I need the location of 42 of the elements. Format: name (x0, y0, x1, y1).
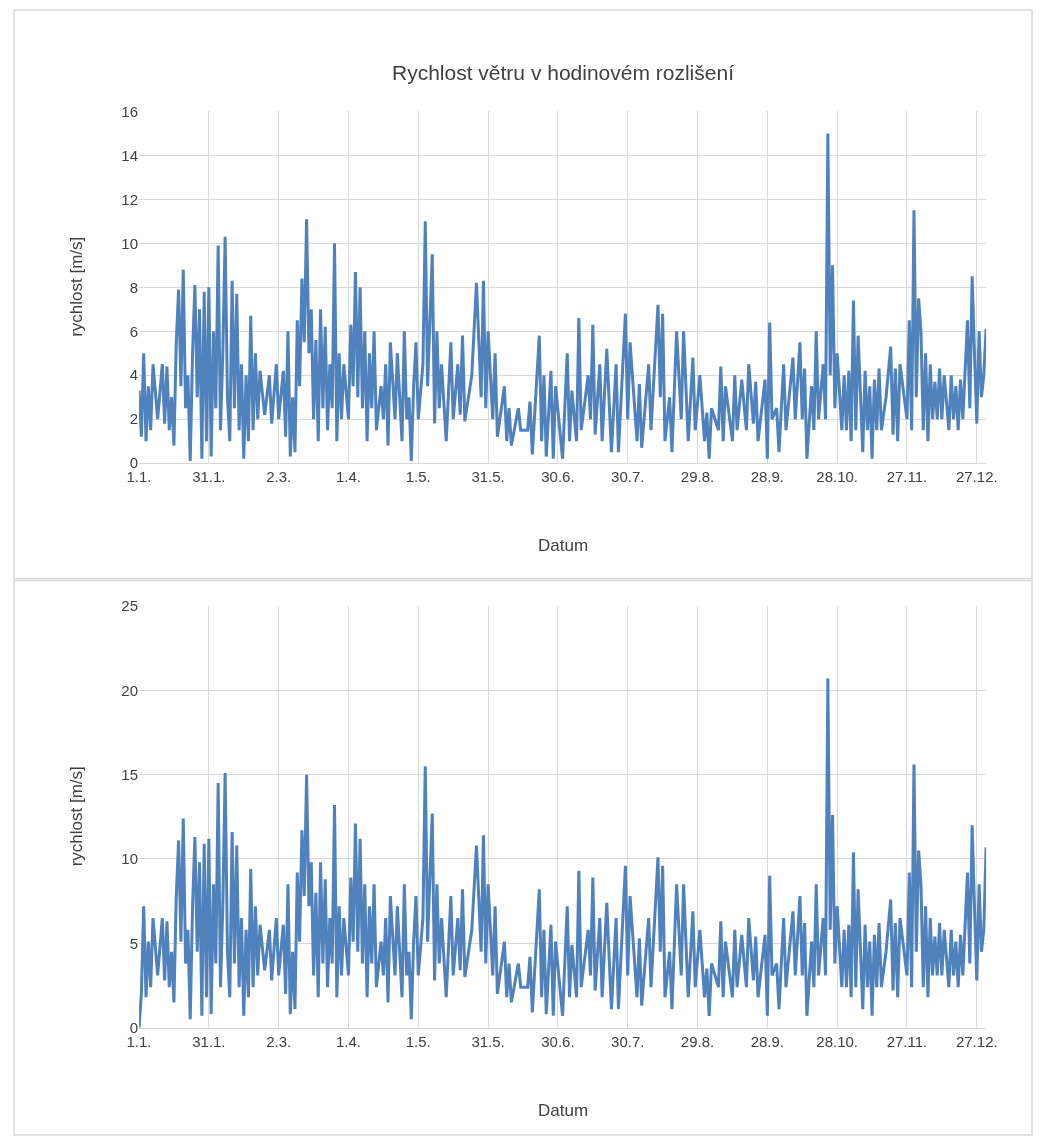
y-tick-label: 4 (129, 366, 139, 384)
x-tick-label: 30.6. (541, 468, 575, 486)
x-axis-title: Datum (538, 536, 589, 555)
x-tick-label: 28.9. (750, 1032, 785, 1050)
y-tick-label: 20 (121, 681, 139, 699)
x-axis-title: Datum (538, 1101, 589, 1120)
x-tick-label: 2.3. (266, 1032, 292, 1050)
x-tick-label: 2.3. (266, 468, 292, 486)
x-tick-label: 27.11. (886, 468, 928, 486)
x-tick-label: 29.8. (680, 468, 715, 486)
x-tick-label: 31.5. (471, 468, 505, 486)
y-tick-label: 10 (121, 850, 139, 868)
y-tick-label: 6 (129, 322, 139, 340)
x-tick-label: 31.1. (192, 468, 226, 486)
x-tick-label: 1.5. (405, 468, 431, 486)
x-tick-label: 27.12. (955, 1032, 998, 1050)
y-tick-label: 15 (121, 765, 139, 783)
y-tick-label: 5 (129, 934, 139, 952)
x-tick-label: 27.11. (886, 1032, 928, 1050)
x-tick-label: 28.10. (816, 1032, 859, 1050)
y-axis-title: rychlost [m/s] (66, 766, 86, 867)
chart-title: Rychlost větru v hodinovém rozlišení (392, 61, 735, 84)
y-axis-title: rychlost [m/s] (67, 236, 87, 337)
x-tick-label: 29.8. (680, 1032, 715, 1050)
x-tick-label: 30.6. (541, 1032, 575, 1050)
y-tick-label: 16 (121, 102, 139, 120)
y-tick-label: 25 (121, 597, 139, 615)
x-tick-label: 28.9. (750, 468, 785, 486)
y-tick-label: 14 (121, 146, 139, 164)
y-tick-label: 8 (129, 278, 139, 296)
x-tick-label: 1.4. (335, 1032, 361, 1050)
x-tick-label: 31.1. (192, 1032, 226, 1050)
y-tick-label: 2 (129, 410, 139, 428)
x-tick-label: 27.12. (955, 468, 998, 486)
x-tick-label: 30.7. (611, 468, 645, 486)
x-tick-label: 31.5. (471, 1032, 505, 1050)
y-tick-label: 10 (121, 234, 139, 252)
x-tick-label: 28.10. (816, 468, 859, 486)
x-tick-label: 1.5. (405, 1032, 431, 1050)
x-tick-label: 30.7. (611, 1032, 645, 1050)
y-tick-label: 12 (121, 190, 139, 208)
x-tick-label: 1.4. (335, 468, 361, 486)
